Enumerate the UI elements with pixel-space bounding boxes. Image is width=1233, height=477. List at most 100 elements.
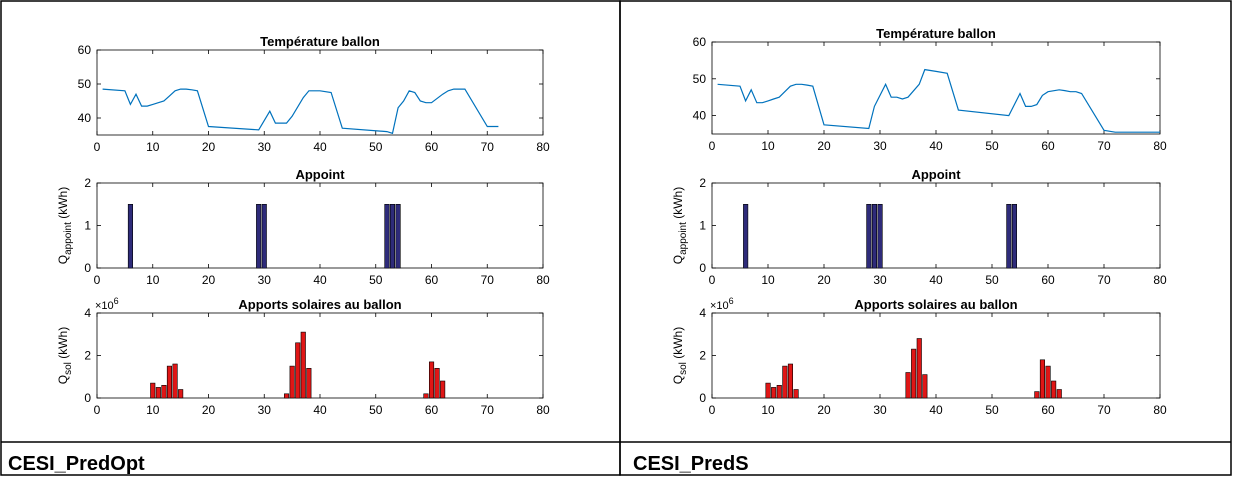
subplot-0: Température ballon 0 10 20 30 40 50 60 70 80 40 50 6… <box>78 34 550 154</box>
chart-title: Apports solaires au ballon <box>854 297 1017 312</box>
x-tick-label: 10 <box>146 140 160 154</box>
x-tick-label: 70 <box>1097 139 1111 153</box>
x-tick-label: 10 <box>146 403 160 417</box>
y-scale-label: ×106 <box>95 296 119 312</box>
x-tick-label: 60 <box>425 140 439 154</box>
x-tick-label: 60 <box>1041 273 1055 287</box>
bar <box>127 204 133 269</box>
x-tick-label: 30 <box>873 273 887 287</box>
bar <box>384 204 390 269</box>
x-tick-label: 60 <box>425 273 439 287</box>
x-tick-label: 40 <box>929 139 943 153</box>
subplot-1: Appoint 0 10 20 30 40 50 60 70 80 0 1 2 Qappoint (kWh… <box>56 167 550 287</box>
x-tick-label: 80 <box>536 140 550 154</box>
x-tick-label: 30 <box>258 273 272 287</box>
subplot-3: Température ballon 0 10 20 30 40 50 60 70 80 40 50 6… <box>693 26 1167 153</box>
x-tick-label: 50 <box>985 403 999 417</box>
y-tick-label: 2 <box>699 176 706 190</box>
x-tick-label: 30 <box>873 403 887 417</box>
x-tick-label: 0 <box>94 273 101 287</box>
series-line <box>102 88 499 135</box>
bar <box>1056 389 1062 399</box>
bar <box>434 367 440 399</box>
x-tick-label: 70 <box>481 403 495 417</box>
x-tick-label: 50 <box>985 273 999 287</box>
x-tick-label: 20 <box>202 140 216 154</box>
chart-title: Appoint <box>911 167 961 182</box>
y-axis-label: Qsol (kWh) <box>56 327 74 384</box>
bar <box>261 204 267 269</box>
y-tick-label: 2 <box>699 349 706 363</box>
y-tick-label: 50 <box>693 72 707 86</box>
x-tick-label: 50 <box>369 273 383 287</box>
bar <box>1006 204 1012 269</box>
bar <box>1011 204 1018 269</box>
x-tick-label: 10 <box>761 403 775 417</box>
x-tick-label: 80 <box>536 273 550 287</box>
bar <box>877 204 883 269</box>
y-tick-label: 50 <box>78 77 92 91</box>
bar <box>743 204 749 269</box>
bar <box>922 374 928 399</box>
x-tick-label: 80 <box>1153 403 1167 417</box>
x-tick-label: 30 <box>258 140 272 154</box>
y-tick-label: 0 <box>84 261 91 275</box>
x-tick-label: 10 <box>146 273 160 287</box>
y-tick-label: 2 <box>84 176 91 190</box>
x-tick-label: 30 <box>258 403 272 417</box>
x-tick-label: 80 <box>536 403 550 417</box>
bar <box>1051 380 1057 399</box>
bar <box>283 393 290 399</box>
y-tick-label: 60 <box>78 43 92 57</box>
bar <box>423 393 429 399</box>
x-tick-label: 20 <box>202 273 216 287</box>
bar <box>178 389 184 399</box>
x-tick-label: 70 <box>1097 273 1111 287</box>
x-tick-label: 80 <box>1153 273 1167 287</box>
x-tick-label: 10 <box>761 273 775 287</box>
bar <box>155 387 161 399</box>
bar <box>1034 391 1040 399</box>
axes-box <box>711 41 1161 135</box>
x-tick-label: 70 <box>1097 403 1111 417</box>
x-tick-label: 80 <box>1153 139 1167 153</box>
x-tick-label: 0 <box>709 139 716 153</box>
bar <box>289 365 295 399</box>
x-tick-label: 10 <box>761 139 775 153</box>
x-tick-label: 20 <box>817 273 831 287</box>
x-tick-label: 50 <box>369 140 383 154</box>
y-tick-label: 40 <box>78 111 92 125</box>
panel-right: CESI_PredS <box>619 0 1232 476</box>
y-axis-label: Qappoint (kWh) <box>56 187 74 264</box>
bar <box>300 331 306 399</box>
subplot-4: Appoint 0 10 20 30 40 50 60 70 80 0 1 2 Qappoint (kWh… <box>671 167 1167 287</box>
x-tick-label: 60 <box>425 403 439 417</box>
x-tick-label: 40 <box>929 403 943 417</box>
axes-box <box>96 182 544 269</box>
bar <box>1045 365 1051 399</box>
bar <box>166 365 172 399</box>
bar <box>905 372 911 399</box>
y-axis-label: Qappoint (kWh) <box>671 187 689 264</box>
y-tick-label: 1 <box>84 219 91 233</box>
bar <box>256 204 262 269</box>
x-tick-label: 60 <box>1041 139 1055 153</box>
x-tick-label: 0 <box>709 273 716 287</box>
x-tick-label: 20 <box>817 403 831 417</box>
y-tick-label: 0 <box>699 391 706 405</box>
bar <box>911 348 917 399</box>
y-tick-label: 4 <box>699 306 706 320</box>
x-tick-label: 70 <box>481 140 495 154</box>
y-axis-label: Qsol (kWh) <box>671 327 689 384</box>
y-tick-label: 40 <box>693 109 707 123</box>
chart-title: Appoint <box>295 167 345 182</box>
bar <box>1039 359 1045 399</box>
y-tick-label: 0 <box>84 391 91 405</box>
y-tick-label: 1 <box>699 219 706 233</box>
panel-right-label: CESI_PredS <box>633 453 749 475</box>
chart-title: Température ballon <box>876 26 996 41</box>
axes-box <box>96 49 544 136</box>
